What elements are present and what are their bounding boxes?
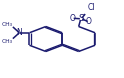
Text: N: N bbox=[16, 28, 22, 37]
Text: CH₃: CH₃ bbox=[1, 22, 12, 27]
Text: CH₃: CH₃ bbox=[1, 39, 12, 44]
Text: Cl: Cl bbox=[88, 4, 95, 12]
Text: O: O bbox=[86, 17, 92, 26]
Text: O: O bbox=[70, 14, 75, 23]
Text: S: S bbox=[78, 14, 84, 23]
